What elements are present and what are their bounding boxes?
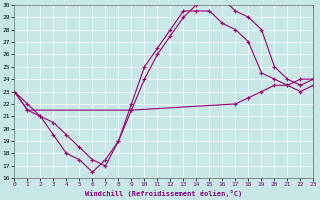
X-axis label: Windchill (Refroidissement éolien,°C): Windchill (Refroidissement éolien,°C)	[85, 190, 243, 197]
